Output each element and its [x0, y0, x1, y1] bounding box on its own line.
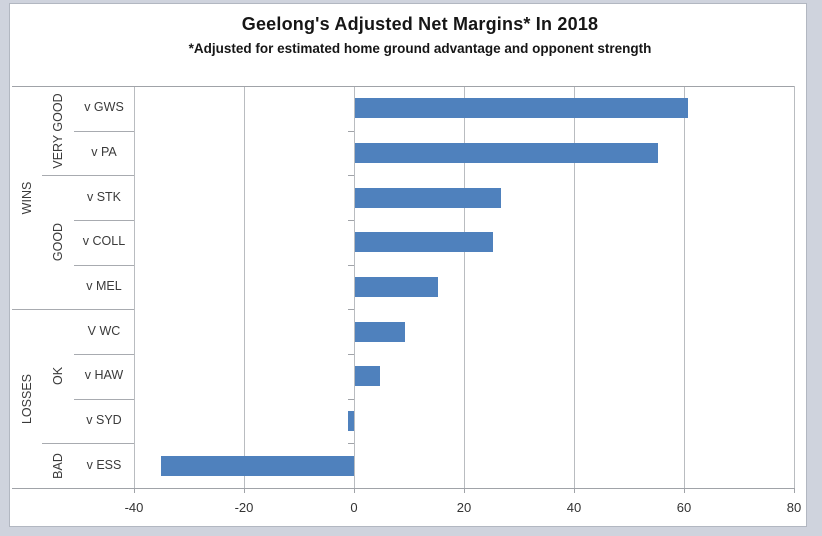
category-axis-tick	[348, 265, 354, 266]
category-label-v-gws: v GWS	[84, 100, 124, 114]
category-axis-tick	[348, 131, 354, 132]
gridline	[794, 86, 795, 488]
category-axis-tick	[348, 354, 354, 355]
bar-v-stk	[355, 188, 501, 208]
bar-v-haw	[355, 366, 380, 386]
x-tick-label: 60	[676, 500, 692, 515]
category-label-v-pa: v PA	[91, 145, 117, 159]
x-tick-label: 0	[350, 500, 358, 515]
chart-subtitle: *Adjusted for estimated home ground adva…	[188, 41, 652, 56]
bar-v-mel	[355, 277, 438, 297]
x-tick-label: 40	[566, 500, 582, 515]
bar-v-syd	[348, 411, 354, 431]
category-separator	[74, 399, 134, 400]
category-label-v-haw: v HAW	[84, 368, 124, 382]
category-axis-tick	[348, 86, 354, 87]
x-axis-line	[12, 488, 794, 489]
category-label-v-ess: v ESS	[86, 458, 122, 472]
gridline	[134, 86, 135, 488]
gridline	[684, 86, 685, 488]
category-separator	[74, 265, 134, 266]
gridline	[354, 86, 355, 488]
category-axis-tick	[348, 309, 354, 310]
x-axis-tick	[464, 488, 465, 493]
x-axis-tick	[794, 488, 795, 493]
plot-area: -40 -20 0 20 40 60 80 v GWS v PA v STK v COLL v MEL…	[10, 4, 806, 526]
category-axis-tick	[348, 399, 354, 400]
x-axis-tick	[354, 488, 355, 493]
category-separator	[74, 131, 134, 132]
category-separator	[74, 220, 134, 221]
subgroup-label-good: GOOD	[51, 222, 65, 262]
bar-v-wc	[355, 322, 405, 342]
category-label-v-mel: v MEL	[86, 279, 122, 293]
category-axis-tick	[348, 220, 354, 221]
x-tick-label: -40	[124, 500, 144, 515]
bar-v-pa	[355, 143, 658, 163]
category-axis-tick	[348, 175, 354, 176]
bar-v-ess	[161, 456, 354, 476]
category-separator	[42, 175, 134, 176]
x-axis-tick	[574, 488, 575, 493]
plot-top-border	[12, 86, 794, 87]
chart-title: Geelong's Adjusted Net Margins* In 2018	[241, 14, 599, 34]
category-separator	[74, 354, 134, 355]
category-label-v-wc: V WC	[87, 324, 121, 338]
category-label-v-coll: v COLL	[82, 234, 126, 248]
x-tick-label: 80	[786, 500, 802, 515]
category-separator	[42, 443, 134, 444]
x-tick-label: 20	[456, 500, 472, 515]
gridline	[574, 86, 575, 488]
subgroup-label-bad: BAD	[51, 453, 65, 479]
chart-frame: Geelong's Adjusted Net Margins* In 2018 …	[9, 3, 807, 527]
category-label-v-stk: v STK	[86, 190, 122, 204]
x-axis-tick	[134, 488, 135, 493]
gridline	[244, 86, 245, 488]
x-axis-tick	[244, 488, 245, 493]
gridline	[464, 86, 465, 488]
x-tick-label: -20	[234, 500, 254, 515]
category-axis-tick	[348, 488, 354, 489]
category-axis-tick	[348, 443, 354, 444]
group-label-wins: WINS	[20, 181, 34, 215]
group-label-losses: LOSSES	[20, 373, 34, 425]
category-label-v-syd: v SYD	[86, 413, 122, 427]
category-separator	[12, 309, 134, 310]
x-axis-tick	[684, 488, 685, 493]
bar-v-gws	[355, 98, 688, 118]
bar-v-coll	[355, 232, 493, 252]
